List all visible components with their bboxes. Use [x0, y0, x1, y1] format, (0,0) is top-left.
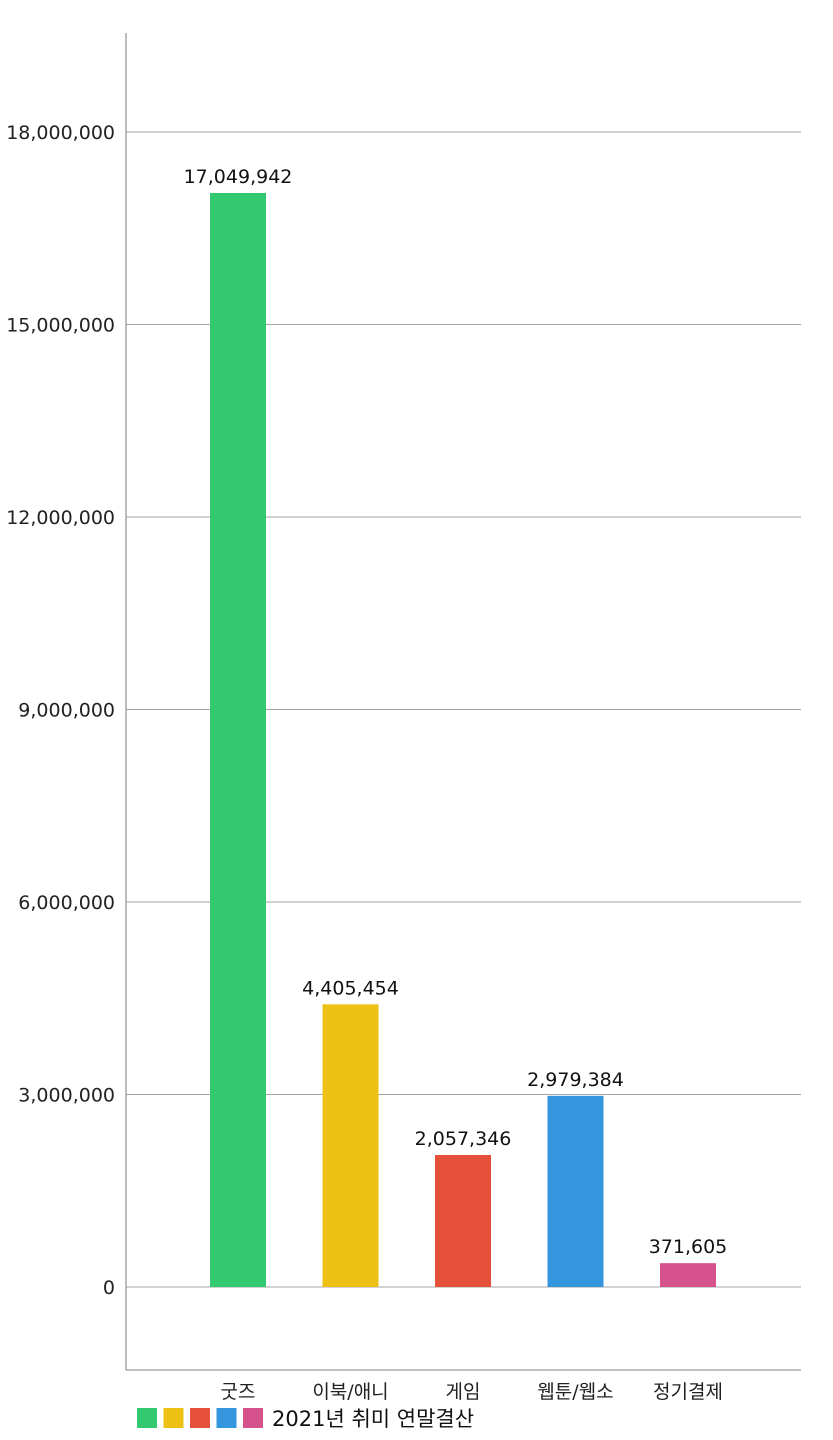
bars: [210, 192, 716, 1288]
legend-swatch: [163, 1408, 184, 1428]
category-label: 정기결제: [653, 1381, 723, 1403]
category-label: 이북/애니: [312, 1381, 388, 1403]
legend-swatch: [137, 1408, 157, 1428]
data-label: 2,979,384: [527, 1069, 624, 1091]
data-label: 4,405,454: [302, 977, 399, 999]
legend-label: 2021년 취미 연말결산: [272, 1407, 474, 1431]
data-labels: 17,049,942 4,405,454 2,057,346 2,979,384 371…: [184, 166, 728, 1258]
bar: [435, 1154, 491, 1287]
legend-swatch: [190, 1408, 210, 1428]
y-tick-label: 15,000,000: [6, 315, 115, 337]
legend-swatches: [137, 1408, 263, 1428]
y-tick-label: 9,000,000: [18, 700, 115, 722]
legend: 2021년 취미 연말결산: [137, 1407, 474, 1431]
y-tick-label: 6,000,000: [18, 892, 115, 914]
bar: [547, 1095, 604, 1287]
category-label: 게임: [446, 1381, 481, 1403]
axes: [125, 33, 801, 1371]
category-labels: 굿즈 이북/애니 게임 웹툰/웹소 정기결제: [221, 1381, 723, 1403]
bar: [210, 192, 266, 1288]
y-tick-labels: 0 3,000,000 6,000,000 9,000,000 12,000,000 15…: [6, 122, 115, 1299]
y-tick-label: 18,000,000: [6, 122, 115, 144]
y-tick-label: 0: [103, 1277, 115, 1299]
data-label: 17,049,942: [184, 166, 293, 188]
data-label: 371,605: [649, 1236, 728, 1258]
legend-swatch: [243, 1408, 263, 1428]
y-tick-label: 3,000,000: [18, 1085, 115, 1107]
legend-swatch: [216, 1408, 237, 1428]
bar: [322, 1004, 379, 1287]
category-label: 웹툰/웹소: [537, 1381, 613, 1403]
bar: [660, 1263, 716, 1287]
y-tick-label: 12,000,000: [6, 507, 115, 529]
data-label: 2,057,346: [415, 1128, 512, 1150]
category-label: 굿즈: [221, 1381, 256, 1403]
